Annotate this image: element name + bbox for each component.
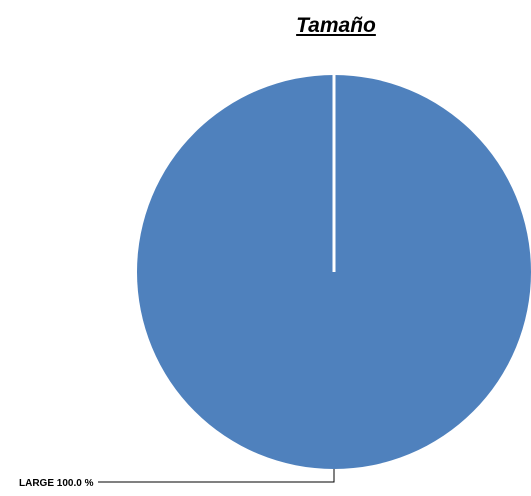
slice-label-large: LARGE 100.0 %	[19, 478, 94, 489]
chart-title: Tamaño	[296, 14, 376, 37]
leader-line	[98, 469, 335, 483]
